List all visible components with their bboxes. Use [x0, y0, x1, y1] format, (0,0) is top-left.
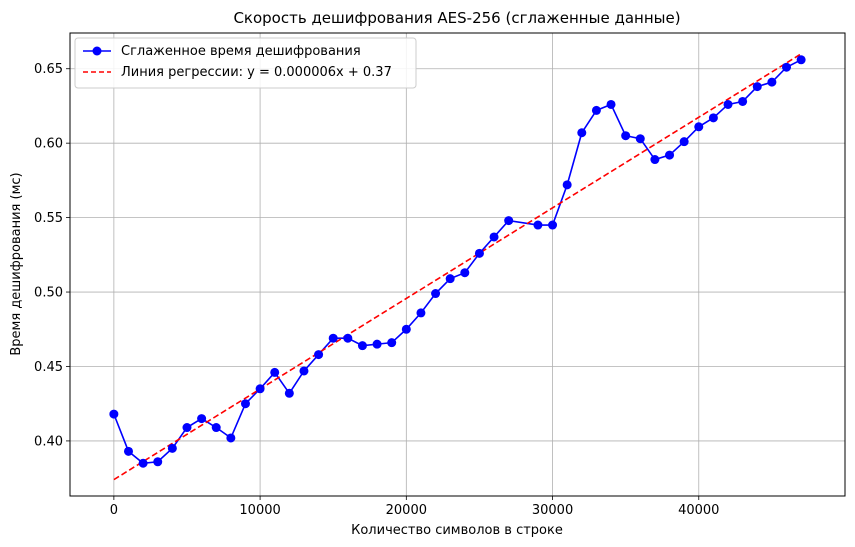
y-tick-label: 0.50 — [34, 286, 63, 301]
data-point — [650, 155, 660, 165]
data-point — [153, 457, 163, 467]
data-point — [460, 268, 470, 278]
data-point — [240, 399, 250, 409]
data-point — [767, 77, 777, 87]
data-point — [401, 324, 411, 334]
x-tick-label: 10000 — [239, 503, 280, 518]
data-point — [226, 433, 236, 443]
data-point — [138, 458, 148, 468]
data-point — [752, 82, 762, 92]
data-point — [708, 113, 718, 123]
data-point — [635, 134, 645, 144]
x-tick-label: 20000 — [386, 503, 427, 518]
data-point — [591, 105, 601, 115]
data-point — [723, 99, 733, 109]
x-axis: 0 10000 20000 30000 40000 — [110, 496, 719, 518]
data-point — [679, 137, 689, 147]
series-regression-line — [113, 53, 802, 481]
y-tick-label: 0.40 — [34, 434, 63, 449]
data-point — [562, 180, 572, 190]
legend-label-regression: Линия регрессии: y = 0.000006x + 0.37 — [121, 65, 392, 80]
data-point — [284, 388, 294, 398]
y-tick-label: 0.55 — [34, 211, 63, 226]
y-tick-label: 0.65 — [34, 62, 63, 77]
plot-frame — [69, 32, 846, 497]
legend: Сглаженное время дешифрования Линия регр… — [74, 37, 417, 89]
data-point — [621, 131, 631, 141]
data-point — [328, 333, 338, 343]
data-point — [606, 99, 616, 109]
data-point — [504, 216, 514, 226]
data-point — [372, 339, 382, 349]
data-point — [738, 96, 748, 106]
data-point — [197, 414, 207, 424]
y-axis: 0.40 0.45 0.50 0.55 0.60 0.65 — [34, 62, 70, 449]
data-point — [694, 122, 704, 132]
data-point — [387, 338, 397, 348]
data-point — [445, 274, 455, 284]
legend-label-smoothed: Сглаженное время дешифрования — [121, 44, 361, 59]
y-tick-label: 0.60 — [34, 137, 63, 152]
data-point — [109, 409, 119, 419]
data-point — [431, 289, 441, 299]
x-tick-label: 40000 — [678, 503, 719, 518]
data-point — [416, 308, 426, 318]
data-point — [255, 384, 265, 394]
data-point — [182, 423, 192, 433]
chart-title: Скорость дешифрования AES-256 (сглаженны… — [233, 9, 680, 27]
data-point — [167, 443, 177, 453]
x-tick-label: 0 — [110, 503, 118, 518]
series-smoothed-line — [113, 59, 802, 465]
y-tick-label: 0.45 — [34, 360, 63, 375]
data-point — [343, 333, 353, 343]
data-point — [665, 150, 675, 160]
series-layer — [109, 53, 806, 481]
x-tick-label: 30000 — [532, 503, 573, 518]
y-axis-label: Время дешифрования (мс) — [9, 172, 24, 355]
data-point — [211, 423, 221, 433]
x-axis-label: Количество символов в строке — [351, 523, 563, 538]
data-point — [357, 341, 367, 351]
data-point — [796, 55, 806, 65]
data-point — [533, 220, 543, 230]
data-point — [782, 62, 792, 72]
data-point — [123, 446, 133, 456]
data-point — [489, 232, 499, 242]
legend-box — [74, 37, 417, 89]
data-point — [474, 248, 484, 258]
data-point — [548, 220, 558, 230]
data-point — [314, 350, 324, 360]
data-point — [299, 366, 309, 376]
legend-swatch-smoothed-marker — [92, 46, 102, 56]
data-point — [577, 128, 587, 138]
data-point — [270, 367, 280, 377]
